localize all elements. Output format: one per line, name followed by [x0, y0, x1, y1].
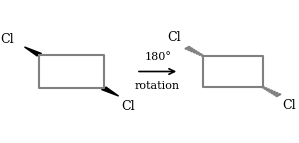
Polygon shape — [25, 47, 42, 56]
Text: Cl: Cl — [0, 33, 14, 46]
Text: Cl: Cl — [121, 100, 135, 113]
Polygon shape — [269, 90, 273, 92]
Text: Cl: Cl — [167, 31, 181, 44]
Polygon shape — [188, 48, 193, 50]
Polygon shape — [185, 46, 190, 49]
Polygon shape — [190, 49, 195, 52]
Text: Cl: Cl — [283, 99, 296, 112]
Polygon shape — [201, 55, 204, 56]
Polygon shape — [266, 89, 270, 91]
Polygon shape — [275, 94, 281, 97]
Polygon shape — [262, 87, 265, 88]
Text: rotation: rotation — [135, 81, 180, 91]
Polygon shape — [264, 88, 267, 90]
Polygon shape — [271, 91, 275, 94]
Polygon shape — [199, 53, 202, 55]
Polygon shape — [196, 52, 199, 54]
Polygon shape — [193, 51, 197, 53]
Text: 180°: 180° — [144, 52, 171, 62]
Polygon shape — [273, 93, 278, 95]
Polygon shape — [102, 87, 119, 96]
